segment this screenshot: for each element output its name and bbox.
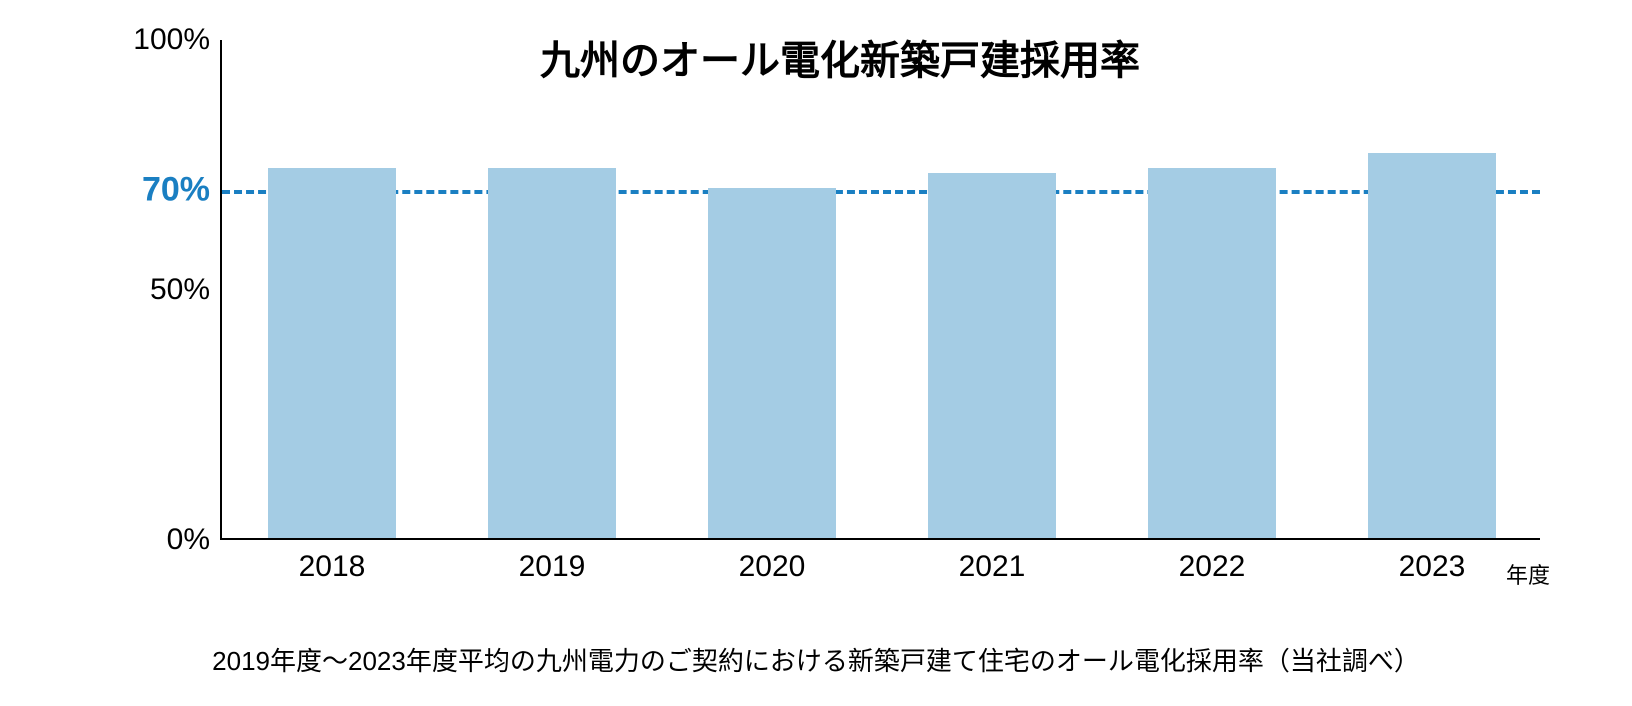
bar [268,168,396,538]
x-tick-label: 2019 [519,550,586,584]
x-tick-label: 2022 [1179,550,1246,584]
bar [928,173,1056,538]
reference-line-label: 70% [142,171,210,210]
bar [708,188,836,538]
y-tick-label: 50% [150,273,210,307]
x-tick-label: 2021 [959,550,1026,584]
x-axis-unit-label: 年度 [1506,558,1550,590]
plot-area: 年度 0%50%100%70%201820192020202120222023 [220,40,1540,540]
bar [488,168,616,538]
bar [1368,153,1496,538]
bar-chart: 九州のオール電化新築戸建採用率 年度 0%50%100%70%201820192… [100,10,1580,600]
x-tick-label: 2018 [299,550,366,584]
x-tick-label: 2020 [739,550,806,584]
x-tick-label: 2023 [1399,550,1466,584]
bar [1148,168,1276,538]
chart-footnote: 2019年度〜2023年度平均の九州電力のご契約における新築戸建て住宅のオール電… [212,641,1420,678]
y-tick-label: 0% [167,523,210,557]
y-tick-label: 100% [133,23,210,57]
reference-line [222,190,1540,194]
